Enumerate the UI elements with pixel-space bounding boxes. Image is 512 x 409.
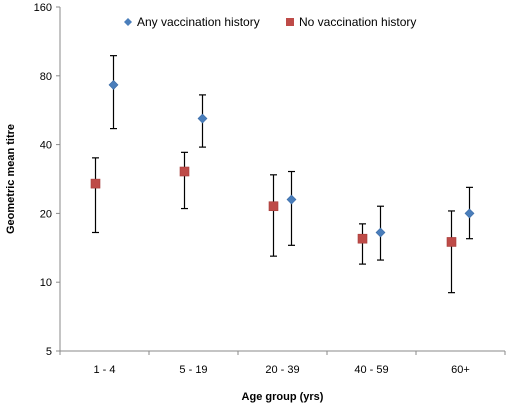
data-point-diamond (375, 227, 386, 238)
legend-label: Any vaccination history (137, 15, 260, 29)
x-axis-title: Age group (yrs) (242, 391, 324, 403)
series-any-vaccination (108, 55, 475, 261)
data-point-diamond (464, 208, 475, 219)
data-point-square (446, 237, 457, 247)
x-tick-label: 5 - 19 (179, 364, 207, 376)
y-tick-label: 10 (40, 277, 52, 289)
data-point-square (357, 233, 368, 244)
y-axis-title: Geometric mean titre (5, 124, 17, 234)
legend-diamond-marker (124, 18, 132, 26)
x-tick-label: 20 - 39 (265, 364, 299, 376)
legend: Any vaccination history No vaccination hi… (124, 15, 416, 29)
data-point-square (268, 201, 279, 212)
y-tick-label: 160 (34, 2, 52, 14)
data-point-square (90, 178, 101, 189)
ticks: 5 10 20 40 80 160 1 - 4 5 - 19 20 - 39 40 - 59 60+ (34, 2, 506, 376)
data-point-diamond (286, 194, 297, 205)
y-tick-label: 5 (46, 346, 52, 358)
legend-square-marker (286, 18, 294, 26)
y-tick-label: 80 (40, 71, 52, 83)
data-point-square (179, 166, 190, 177)
y-tick-label: 20 (40, 208, 52, 220)
data-point-diamond (197, 113, 208, 124)
y-tick-label: 40 (40, 140, 52, 152)
data-marks (90, 55, 475, 294)
series-no-vaccination (90, 151, 457, 294)
axes (59, 7, 505, 352)
x-tick-label: 60+ (451, 364, 470, 376)
x-tick-label: 1 - 4 (93, 364, 115, 376)
x-tick-label: 40 - 59 (354, 364, 388, 376)
legend-label: No vaccination history (299, 15, 416, 29)
data-point-diamond (108, 79, 119, 90)
